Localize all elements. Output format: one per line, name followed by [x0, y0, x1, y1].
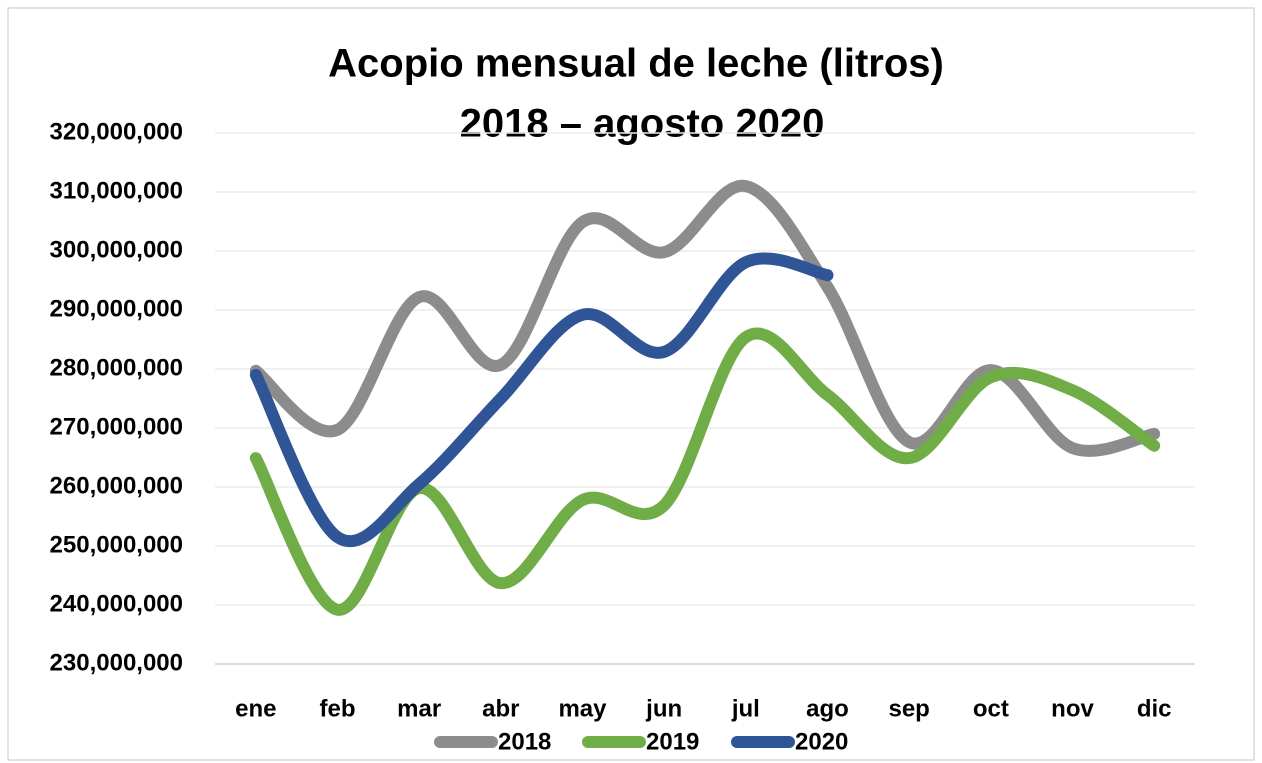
y-tick-label: 260,000,000	[50, 472, 183, 499]
series-line	[249, 180, 1161, 457]
y-tick-label: 240,000,000	[50, 590, 183, 617]
y-tick-label: 300,000,000	[50, 236, 183, 263]
legend-label: 2019	[646, 728, 699, 755]
y-tick-label: 250,000,000	[50, 531, 183, 558]
x-tick-label: ene	[235, 695, 276, 722]
x-tick-label: mar	[397, 695, 441, 722]
y-tick-label: 280,000,000	[50, 354, 183, 381]
chart-subtitle: 2018 – agosto 2020	[460, 102, 825, 146]
x-tick-label: abr	[482, 695, 519, 722]
y-tick-label: 230,000,000	[50, 649, 183, 676]
series-line	[249, 252, 834, 548]
x-tick-label: oct	[973, 695, 1009, 722]
y-tick-label: 270,000,000	[50, 413, 183, 440]
y-tick-label: 310,000,000	[50, 177, 183, 204]
y-tick-label: 320,000,000	[50, 118, 183, 145]
x-tick-label: sep	[888, 695, 929, 722]
x-tick-label: dic	[1137, 695, 1172, 722]
y-tick-label: 290,000,000	[50, 295, 183, 322]
x-tick-label: may	[558, 695, 607, 722]
x-tick-label: feb	[320, 695, 356, 722]
x-tick-label: jun	[645, 695, 682, 722]
x-tick-label: ago	[806, 695, 849, 722]
legend-label: 2018	[498, 728, 551, 755]
x-tick-label: nov	[1051, 695, 1094, 722]
legend-label: 2020	[795, 728, 848, 755]
x-tick-label: jul	[731, 695, 760, 722]
chart-title: Acopio mensual de leche (litros)	[328, 42, 944, 86]
series-line	[249, 327, 1161, 616]
